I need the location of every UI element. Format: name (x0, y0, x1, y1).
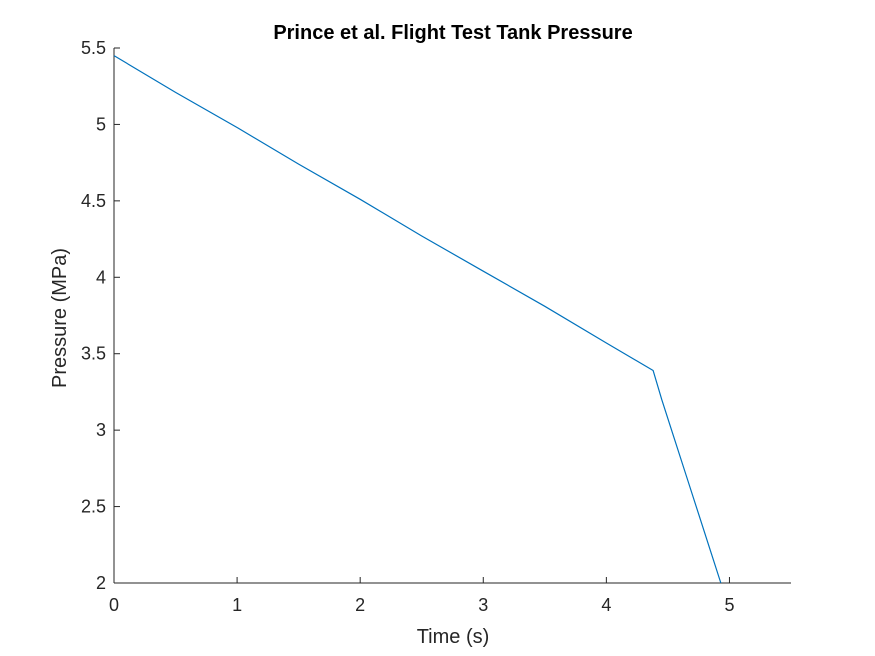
series-line (113, 55, 722, 584)
chart-title: Prince et al. Flight Test Tank Pressure (273, 22, 632, 44)
y-tick-label: 5 (96, 114, 106, 134)
plot-area: 0 1 2 3 4 5 2 2.5 3 3.5 4 4.5 5 5.5 (81, 38, 791, 615)
x-axis-label: Time (s) (417, 626, 490, 648)
y-tick-label: 4.5 (81, 191, 106, 211)
y-tick-label: 2.5 (81, 497, 106, 517)
y-tick-label: 4 (96, 267, 106, 287)
x-tick-label: 3 (478, 595, 488, 615)
x-tick-label: 0 (109, 595, 119, 615)
x-tick-label: 1 (232, 595, 242, 615)
x-tick-label: 5 (724, 595, 734, 615)
y-tick-label: 2 (96, 573, 106, 593)
x-tick-label: 2 (355, 595, 365, 615)
y-tick-label: 5.5 (81, 38, 106, 58)
y-tick-label: 3 (96, 420, 106, 440)
y-tick-label: 3.5 (81, 344, 106, 364)
y-axis-label: Pressure (MPa) (49, 248, 71, 388)
x-tick-label: 4 (601, 595, 611, 615)
